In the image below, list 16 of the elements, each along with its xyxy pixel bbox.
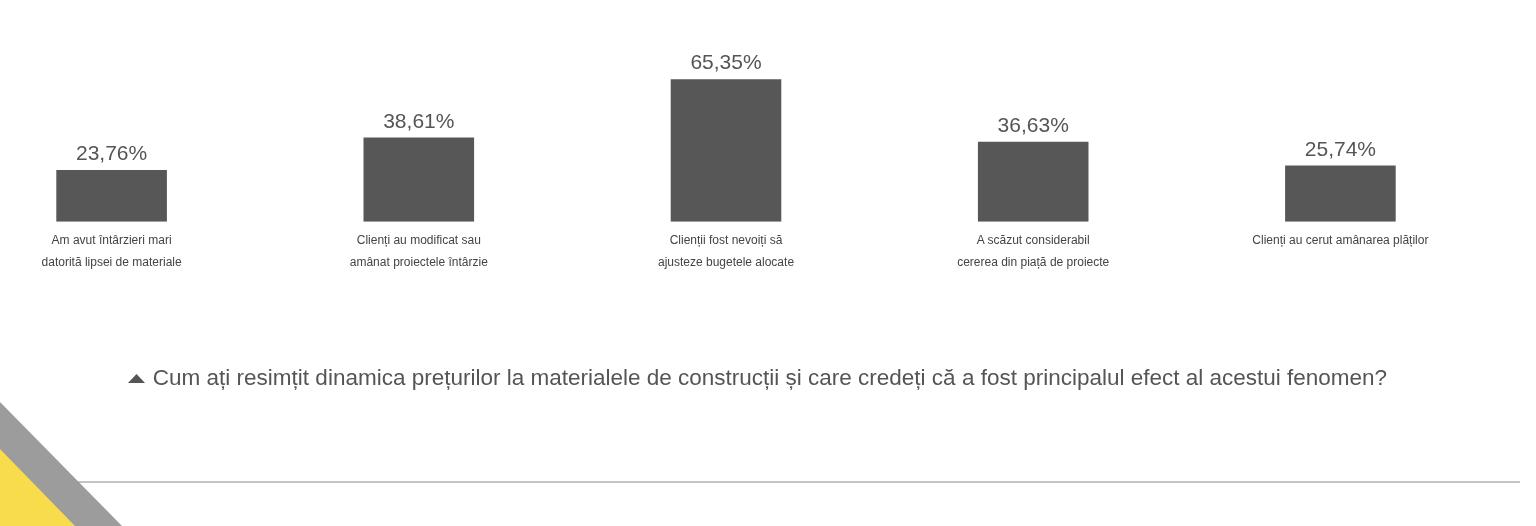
text: Cum ați resimțit dinamica prețurilor la materialele de construcții și care credeți că a fost principalul efect al acestui fenomen? xyxy=(152,365,1388,391)
data-label: 38,61% xyxy=(383,108,455,132)
bar xyxy=(670,79,782,222)
x-tick-label: Clienți au cerut amânarea plăților xyxy=(1252,232,1429,247)
x-tick-label: A scăzut considerabil cererea din piață de proiecte xyxy=(957,232,1110,269)
bar xyxy=(977,141,1089,222)
data-label: 36,63% xyxy=(997,112,1069,136)
bar xyxy=(56,169,167,222)
bar xyxy=(363,137,475,222)
x-tick-label: Clienți au modificat sau amânat proiectele întârzie xyxy=(349,232,489,269)
x-tick-label: Am avut întârzieri mari datorită lipsei de materiale xyxy=(41,232,182,269)
x-tick-label: Clienții fost nevoiți să ajusteze bugetele alocate xyxy=(657,232,795,269)
data-label: 25,74% xyxy=(1304,136,1377,160)
bar xyxy=(1285,165,1396,222)
data-label: 65,35% xyxy=(690,50,762,74)
data-label: 23,76% xyxy=(75,140,148,164)
